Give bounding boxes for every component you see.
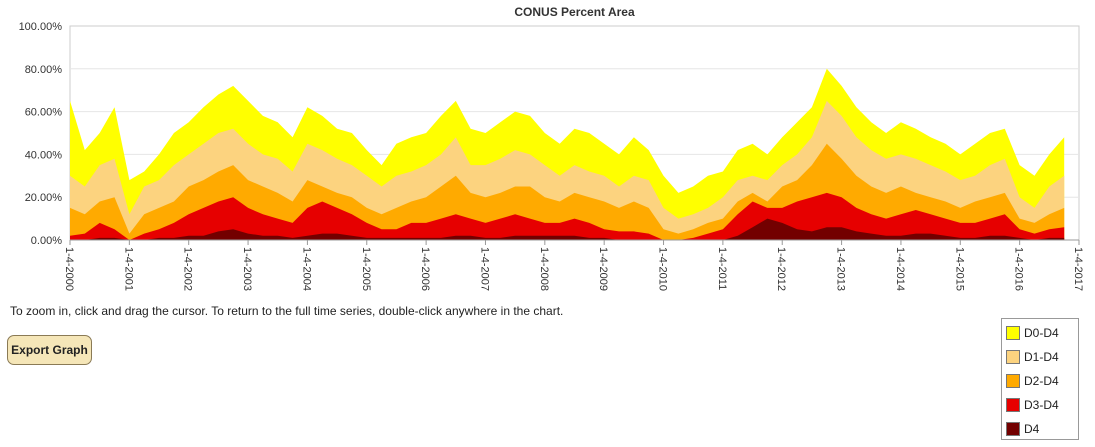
zoom-hint: To zoom in, click and drag the cursor. T…: [10, 304, 564, 318]
x-tick-label: 1-4-2013: [835, 247, 847, 291]
x-tick-label: 1-4-2009: [597, 247, 609, 291]
legend-swatch: [1006, 422, 1020, 436]
legend-label: D2-D4: [1024, 374, 1059, 388]
legend-label: D3-D4: [1024, 398, 1059, 412]
legend-item-d4[interactable]: D4: [1006, 421, 1039, 437]
x-tick-label: 1-4-2007: [478, 247, 490, 291]
legend-swatch: [1006, 374, 1020, 388]
x-tick-label: 1-4-2005: [360, 247, 372, 291]
y-tick-label: 0.00%: [31, 235, 62, 247]
y-tick-label: 40.00%: [25, 149, 63, 161]
legend-item-d3-d4[interactable]: D3-D4: [1006, 397, 1059, 413]
legend-swatch: [1006, 326, 1020, 340]
x-tick-label: 1-4-2006: [419, 247, 431, 291]
x-tick-label: 1-4-2010: [657, 247, 669, 291]
x-tick-label: 1-4-2015: [953, 247, 965, 291]
y-tick-label: 20.00%: [25, 192, 63, 204]
x-tick-label: 1-4-2002: [182, 247, 194, 291]
export-graph-button[interactable]: Export Graph: [7, 335, 92, 365]
x-tick-label: 1-4-2001: [122, 247, 134, 291]
legend-swatch: [1006, 350, 1020, 364]
x-tick-label: 1-4-2016: [1013, 247, 1025, 291]
legend-label: D4: [1024, 422, 1040, 436]
legend: D0-D4 D1-D4 D2-D4 D3-D4 D4: [1001, 318, 1079, 440]
x-tick-label: 1-4-2003: [241, 247, 253, 291]
area-d3-d4[interactable]: [70, 192, 1065, 240]
legend-item-d0-d4[interactable]: D0-D4: [1006, 325, 1059, 341]
x-tick-label: 1-4-2004: [300, 247, 312, 291]
area-d4[interactable]: [70, 218, 1065, 240]
x-tick-label: 1-4-2011: [716, 247, 728, 290]
chart-title: CONUS Percent Area: [514, 5, 635, 19]
y-tick-label: 60.00%: [25, 107, 63, 119]
x-tick-label: 1-4-2012: [775, 247, 787, 291]
chart-container[interactable]: CONUS Percent Area 0.00% 20.00% 40.00% 60.00…: [0, 0, 1095, 300]
x-tick-label: 1-4-2008: [538, 247, 550, 291]
legend-item-d2-d4[interactable]: D2-D4: [1006, 373, 1059, 389]
y-tick-label: 100.00%: [19, 21, 63, 33]
legend-label: D1-D4: [1024, 350, 1059, 364]
legend-item-d1-d4[interactable]: D1-D4: [1006, 349, 1059, 365]
x-tick-label: 1-4-2017: [1072, 247, 1084, 291]
x-tick-label: 1-4-2014: [894, 247, 906, 291]
legend-label: D0-D4: [1024, 326, 1059, 340]
area-chart[interactable]: CONUS Percent Area 0.00% 20.00% 40.00% 60.00…: [0, 0, 1095, 300]
y-tick-label: 80.00%: [25, 64, 63, 76]
x-tick-label: 1-4-2000: [63, 247, 75, 291]
legend-swatch: [1006, 398, 1020, 412]
